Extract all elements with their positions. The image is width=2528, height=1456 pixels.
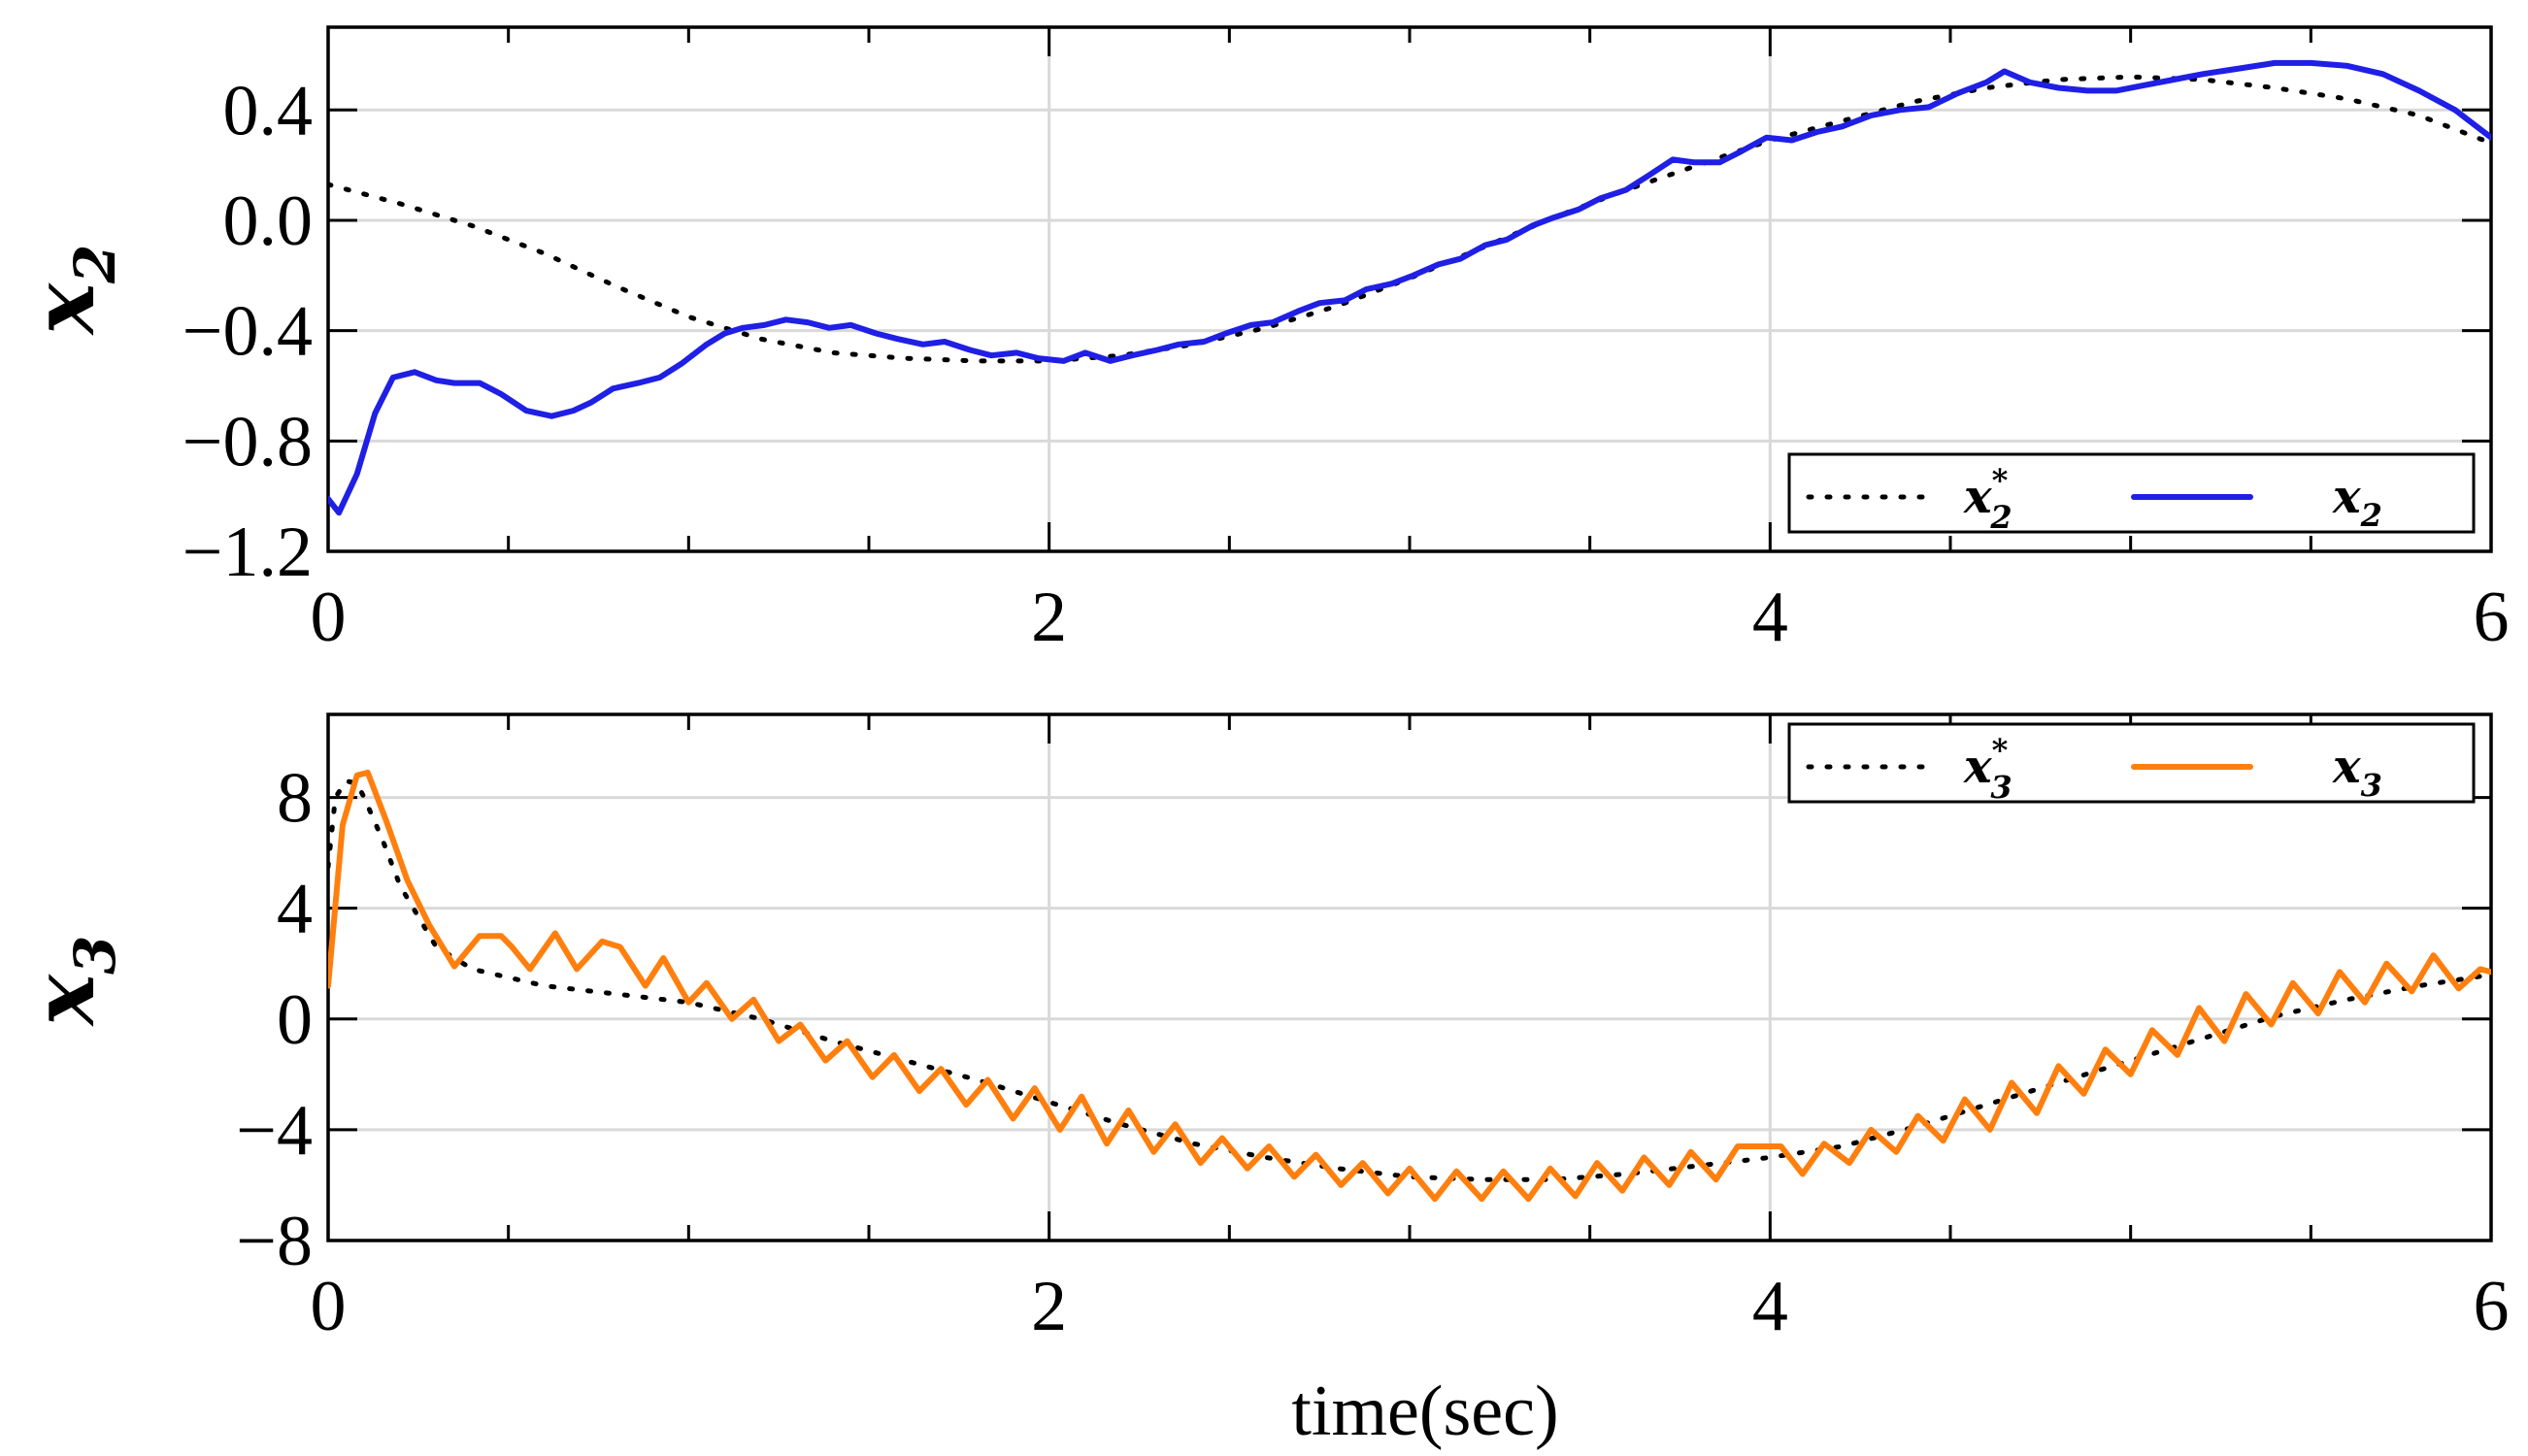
legend-label: x2 <box>2332 470 2382 534</box>
y-axis-label: x3 <box>13 936 128 1028</box>
reference-series-line <box>328 778 2491 1182</box>
y-tick-label: 0 <box>277 980 313 1060</box>
y-tick-label: 8 <box>277 759 313 839</box>
y-tick-label: −8 <box>236 1202 313 1281</box>
legend: x* 3 x3 <box>1787 722 2476 806</box>
state-series-line <box>328 59 2491 516</box>
x-tick-label: 6 <box>2474 1267 2510 1346</box>
y-tick-label: 4 <box>277 870 313 949</box>
x-axis-label: time(sec) <box>1291 1372 1558 1451</box>
x-tick-label: 0 <box>311 578 347 657</box>
legend-box <box>1787 722 2476 804</box>
x-tick-label: 4 <box>1752 1267 1788 1346</box>
bottom-subplot: 0 2 4 6 8 4 0 −4 −8 x3 x* 3 x3 <box>13 712 2510 1346</box>
y-axis-label-subscript: 2 <box>62 245 128 284</box>
y-axis-label-main: x <box>13 281 114 336</box>
legend-label: x3 <box>2332 740 2382 804</box>
y-tick-label: −0.4 <box>183 292 313 372</box>
y-tick-label: −1.2 <box>183 513 313 592</box>
x-tick-label: 2 <box>1031 1267 1067 1346</box>
y-axis-label: x2 <box>13 245 128 337</box>
x-tick-label: 4 <box>1752 578 1788 657</box>
x-tick-label: 6 <box>2474 578 2510 657</box>
legend-box <box>1787 452 2476 534</box>
legend-label: x* 2 <box>1963 462 2012 536</box>
legend-label: x* 3 <box>1963 732 2012 806</box>
y-tick-label: 0.0 <box>223 182 314 261</box>
x-tick-label: 2 <box>1031 578 1067 657</box>
state-series-line <box>328 769 2491 1203</box>
y-axis-label-main: x <box>13 973 114 1027</box>
y-tick-label: 0.4 <box>223 71 314 150</box>
y-axis-label-subscript: 3 <box>62 936 128 975</box>
y-tick-label: −4 <box>236 1091 313 1171</box>
x-tick-label: 0 <box>311 1267 347 1346</box>
y-tick-label: −0.8 <box>183 402 313 481</box>
legend: x* 2 x2 <box>1787 452 2476 536</box>
